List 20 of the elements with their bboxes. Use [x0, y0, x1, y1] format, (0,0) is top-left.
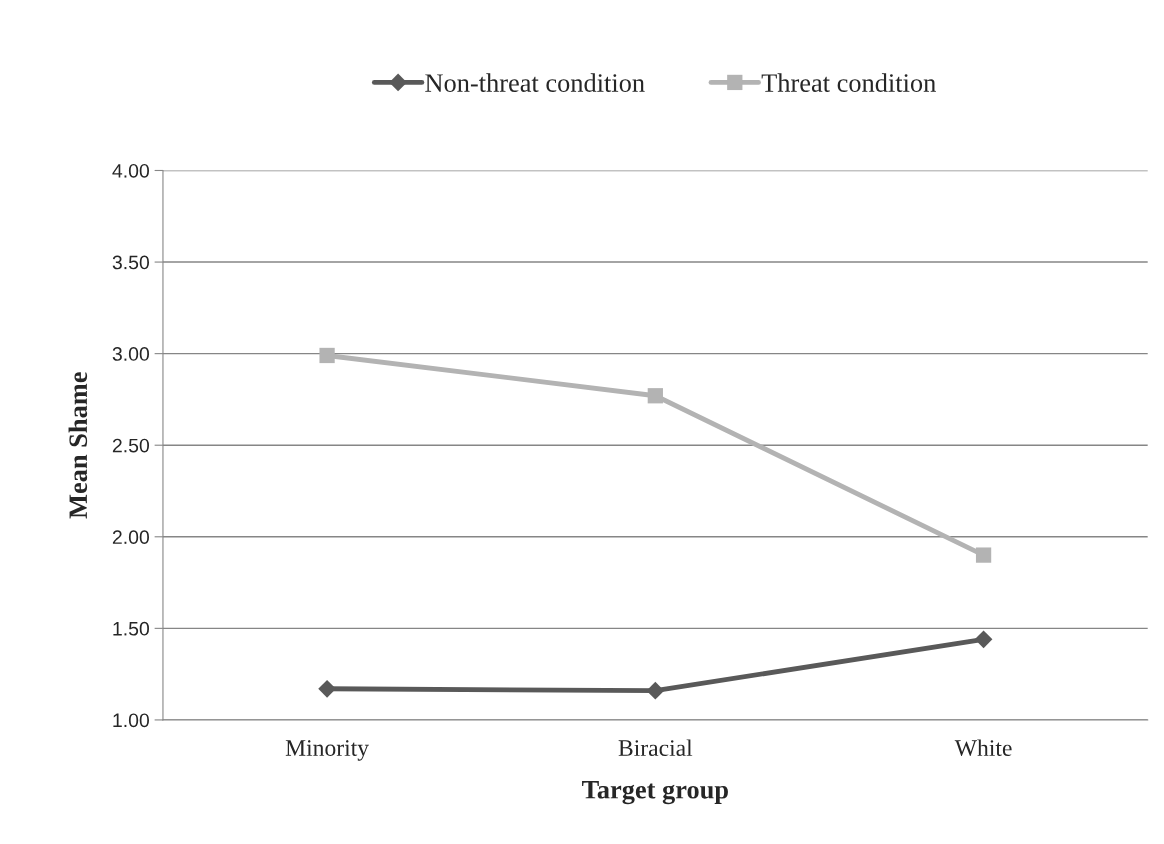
y-axis-title: Mean Shame	[68, 372, 88, 519]
point	[975, 547, 992, 563]
y-tick-label: 2.50	[112, 438, 150, 453]
x-tick-label: Biracial	[618, 739, 693, 756]
x-tick-label: Minority	[285, 740, 369, 761]
point	[647, 388, 663, 404]
legend-label: Non-threat condition	[425, 73, 645, 92]
x-axis-title: Target group	[582, 781, 728, 805]
x-tick-label: White	[954, 739, 1012, 757]
point	[974, 630, 993, 649]
legend-label: Threat condition	[761, 73, 936, 92]
y-tick-label: 1.50	[113, 621, 150, 636]
point	[319, 347, 335, 364]
y-tick-label: 3.50	[112, 255, 150, 270]
point	[318, 679, 336, 698]
y-tick-label: 3.00	[112, 347, 150, 361]
y-tick-label: 4.00	[112, 163, 150, 178]
y-tick-label: 1.00	[113, 713, 150, 728]
point	[646, 681, 665, 700]
y-tick-label: 2.00	[112, 530, 150, 545]
